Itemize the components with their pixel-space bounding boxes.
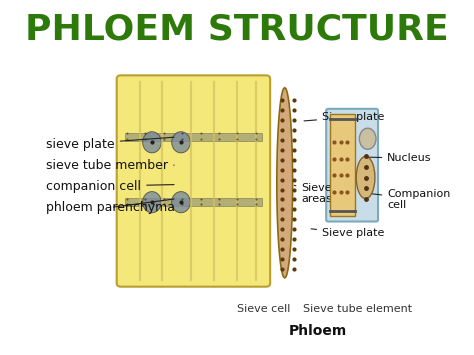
Ellipse shape [143,192,161,213]
Ellipse shape [143,132,161,153]
Polygon shape [277,88,292,278]
Bar [125,133,262,141]
Text: Companion
cell: Companion cell [371,189,451,210]
Ellipse shape [172,192,191,213]
Text: sieve plate: sieve plate [46,137,174,151]
Bar [330,114,355,216]
Text: Nucleus: Nucleus [366,153,432,163]
Ellipse shape [359,128,376,149]
FancyBboxPatch shape [117,75,270,287]
Bar [125,198,262,206]
Ellipse shape [172,132,191,153]
Text: phloem parenchyma: phloem parenchyma [46,199,175,214]
Text: Phloem: Phloem [289,324,347,338]
Text: Sieve tube element: Sieve tube element [303,304,412,313]
Text: sieve tube member: sieve tube member [46,159,174,172]
Text: Sieve plate: Sieve plate [304,112,384,122]
Text: PHLOEM STRUCTURE: PHLOEM STRUCTURE [25,12,449,47]
Text: Sieve cell: Sieve cell [237,304,291,313]
FancyBboxPatch shape [326,109,378,222]
Text: Sieve plate: Sieve plate [311,228,384,238]
Text: companion cell: companion cell [46,180,174,193]
Text: Sieve
areas: Sieve areas [294,182,332,204]
Ellipse shape [356,156,375,199]
